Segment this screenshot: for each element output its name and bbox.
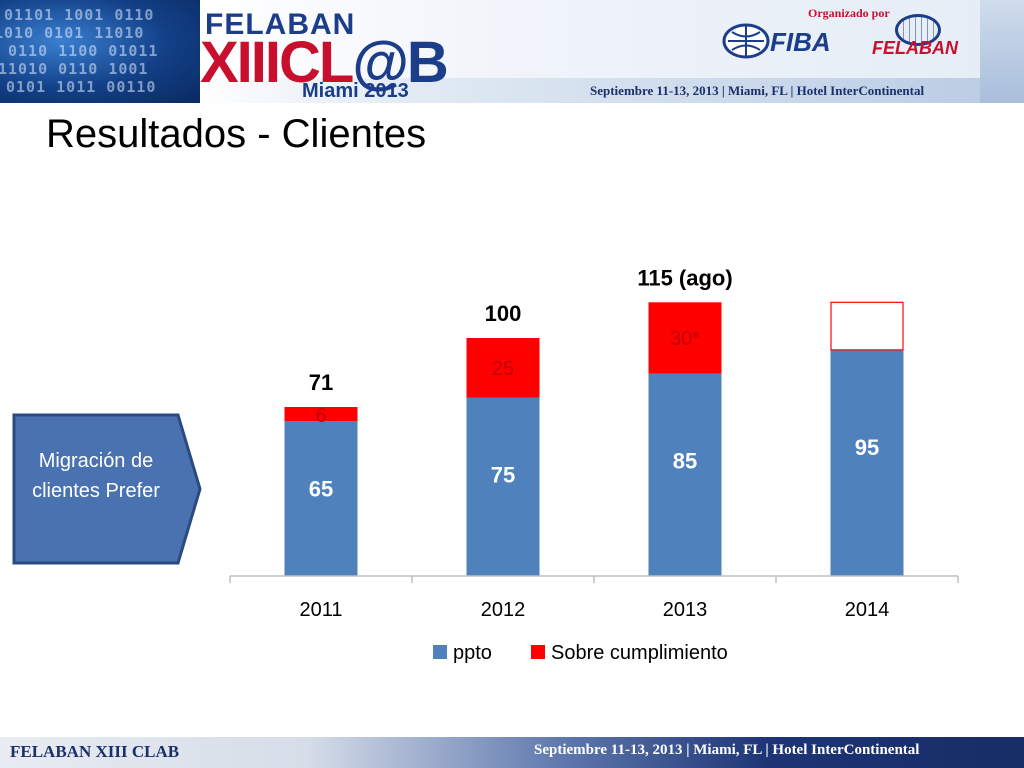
- organized-by-label: Organizado por: [808, 6, 890, 20]
- stacked-bar-chart: 65 6 71 2011 75 25 100 2012 85 30* 115 (ago) 2013 95…: [229, 265, 959, 664]
- bar-ppto-2011: [284, 421, 358, 576]
- bar-ppto-2012: [466, 397, 540, 576]
- felaban-globe-icon: [895, 14, 941, 46]
- legend-label-ppto: ppto: [453, 642, 492, 664]
- x-tick-label-2013: 2013: [663, 599, 708, 621]
- data-label-ppto-2014: 95: [855, 435, 879, 460]
- banner-info-bar: [200, 78, 1024, 103]
- data-label-sobre-2013: 30*: [670, 328, 700, 350]
- x-tick-label-2011: 2011: [299, 599, 342, 621]
- bar-sobre-2013: [648, 302, 722, 374]
- legend-label-sobre: Sobre cumplimiento: [551, 642, 728, 664]
- event-city: Miami 2013: [302, 80, 409, 102]
- bar-sobre-2012: [466, 338, 540, 398]
- legend-swatch-sobre: [531, 645, 545, 659]
- banner-event-info: Septiembre 11-13, 2013 | Miami, FL | Hot…: [590, 83, 925, 98]
- bar-ppto-2013: [648, 373, 722, 576]
- data-label-total-2011: 71: [309, 370, 333, 395]
- footer-event-info: Septiembre 11-13, 2013 | Miami, FL | Hot…: [534, 742, 920, 758]
- data-label-sobre-2012: 25: [492, 358, 514, 380]
- data-label-ppto-2011: 65: [309, 476, 333, 501]
- fiba-globe-icon: [722, 23, 770, 59]
- binary-code-graphic: 01101 1001 0110 1010 0101 11010 0110 110…: [0, 0, 200, 103]
- x-tick-label-2014: 2014: [845, 599, 890, 621]
- data-label-sobre-2011: 6: [315, 405, 326, 427]
- header-banner: 01101 1001 0110 1010 0101 11010 0110 110…: [0, 0, 1024, 103]
- event-logo-top: FELABAN: [205, 8, 356, 41]
- bar-sobre-outline-2014: [830, 301, 904, 351]
- footer-bar: [0, 737, 1024, 768]
- data-label-total-2013: 115 (ago): [637, 265, 732, 290]
- legend-swatch-ppto: [433, 645, 447, 659]
- slide-title: Resultados - Clientes: [46, 112, 427, 156]
- fiba-logo-text: FIBA: [770, 27, 831, 57]
- x-tick-label-2012: 2012: [481, 599, 526, 621]
- bar-sobre-2011: [284, 407, 358, 422]
- data-label-ppto-2013: 85: [673, 449, 697, 474]
- data-label-total-2012: 100: [485, 301, 522, 326]
- data-label-ppto-2012: 75: [491, 462, 515, 487]
- callout-text: Migración de clientes Prefer: [32, 450, 160, 502]
- callout-arrow-shape: [12, 413, 202, 565]
- footer-event-name: FELABAN XIII CLAB: [10, 742, 180, 761]
- felaban-logo-text: FELABAN: [872, 38, 958, 58]
- event-logo-main: XIIICL@B: [200, 30, 449, 95]
- bar-ppto-2014: [830, 349, 904, 576]
- banner-right-graphic: [980, 0, 1024, 103]
